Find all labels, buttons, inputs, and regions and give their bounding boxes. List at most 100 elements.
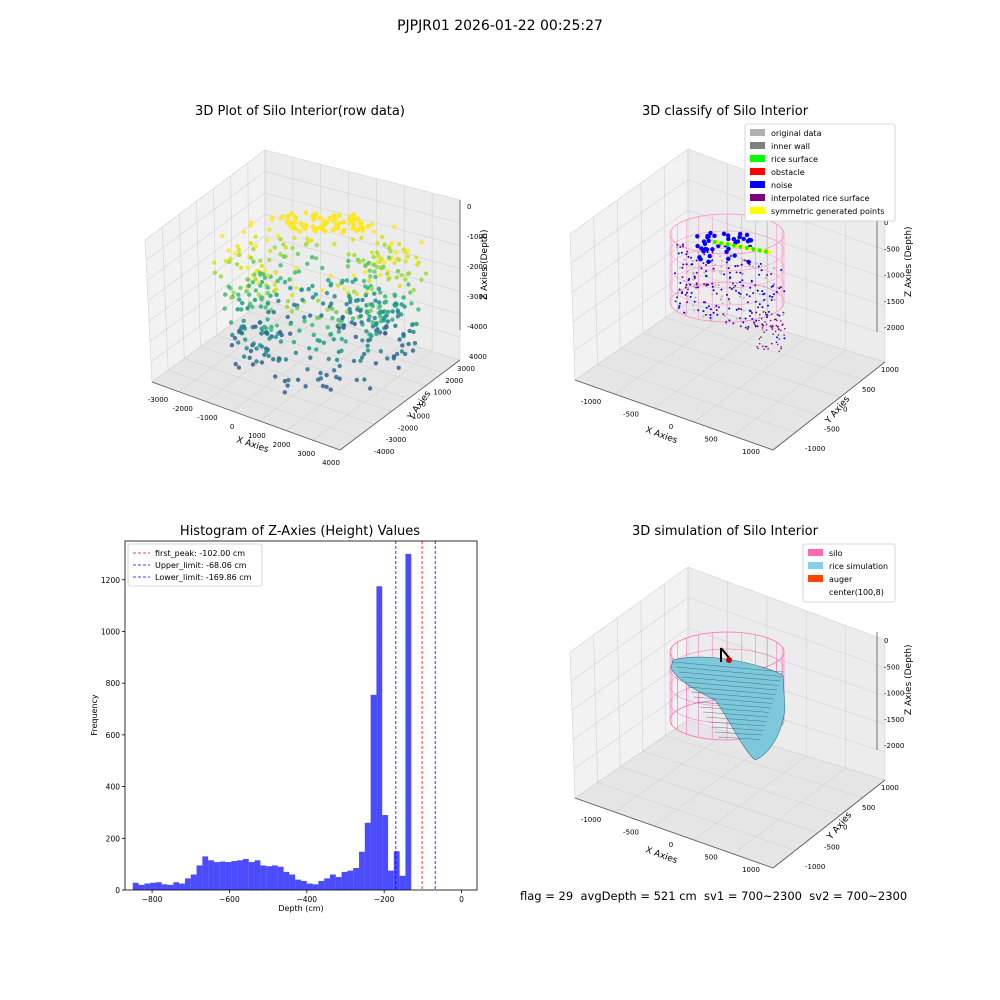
grid-line: [178, 214, 185, 359]
raw-point: [407, 328, 412, 334]
raw-point: [273, 287, 279, 292]
classify-point: [694, 296, 697, 299]
classify-point: [756, 325, 759, 328]
grid-line: [205, 316, 321, 402]
grid-line: [572, 240, 689, 322]
raw-point: [236, 244, 241, 250]
simulation-legend-swatch: [808, 588, 823, 595]
raw-point: [228, 320, 234, 325]
grid-line: [597, 782, 796, 851]
raw-point: [262, 352, 267, 357]
raw-point: [258, 320, 263, 325]
raw-x-tick: -3000: [148, 396, 168, 404]
raw-point: [364, 329, 369, 334]
classify-point: [776, 336, 778, 339]
raw-z-tick: -2000: [467, 263, 487, 271]
sim-x-tick: 1000: [742, 866, 760, 874]
rice-mesh-line: [693, 696, 773, 704]
histogram-bar: [370, 694, 377, 890]
raw-point: [262, 324, 267, 330]
classify-point: [678, 288, 681, 291]
classify-point: [684, 286, 687, 289]
raw-point: [265, 301, 271, 306]
raw-point: [409, 301, 414, 306]
grid-line: [184, 358, 375, 425]
classify-point: [691, 260, 694, 262]
simulation-footer-stats: flag = 29 avgDepth = 521 cm sv1 = 700~23…: [520, 889, 908, 903]
raw-point: [352, 253, 357, 258]
raw-point: [390, 317, 395, 322]
histogram-x-tick-label: −400: [296, 895, 317, 904]
raw-point: [342, 286, 347, 291]
rice-mesh-line: [690, 691, 775, 700]
histogram-y-tick-label: 800: [106, 679, 121, 688]
classify-noise-point: [721, 231, 727, 236]
classify-point: [686, 301, 689, 304]
classify-point: [676, 296, 679, 299]
raw-point: [410, 348, 416, 353]
raw-point: [361, 258, 366, 263]
sim-y-tick: 500: [862, 804, 875, 812]
raw-point: [310, 295, 316, 300]
raw-point: [361, 278, 367, 284]
raw-point: [405, 248, 410, 254]
raw-point: [288, 285, 293, 291]
classify-point: [754, 300, 757, 303]
y-axis-line: [772, 779, 886, 869]
raw-point: [274, 292, 279, 297]
classify-point: [720, 270, 723, 273]
simulation-legend-label: center(100,8): [829, 588, 884, 597]
raw-point: [403, 277, 408, 282]
classify-surface-point: [748, 246, 753, 251]
raw-point: [276, 298, 281, 304]
sim-x-tick: 0: [669, 841, 673, 849]
classify-point: [704, 301, 707, 304]
classify-interp-point: [766, 314, 769, 316]
classify-interp-point: [758, 319, 760, 322]
classify-point: [725, 321, 728, 323]
raw-point: [320, 222, 326, 228]
raw-point: [251, 259, 256, 264]
histogram-bar: [388, 870, 394, 890]
raw-point: [310, 224, 316, 230]
classify-point: [709, 308, 712, 311]
raw-point: [403, 259, 408, 264]
raw-point: [328, 387, 333, 392]
classify-point: [721, 259, 724, 262]
raw-point: [355, 216, 360, 222]
grid-line: [573, 689, 689, 770]
raw-point: [278, 237, 283, 242]
raw-point: [372, 291, 377, 296]
histogram-x-tick-label: −800: [142, 895, 163, 904]
raw-point: [303, 242, 309, 247]
classify-point: [741, 279, 744, 282]
classify-point: [684, 293, 687, 296]
classify-point: [739, 281, 741, 284]
raw-point: [273, 334, 279, 340]
histogram-bar: [150, 882, 156, 890]
back-right-pane: [265, 150, 460, 360]
raw-point: [324, 372, 329, 378]
classify-point: [687, 282, 690, 285]
classify-point: [770, 299, 773, 301]
classify-point: [675, 246, 678, 249]
raw-point: [317, 215, 323, 221]
raw-point: [320, 383, 326, 389]
raw-point: [319, 313, 324, 318]
raw-point: [235, 307, 240, 312]
classify-interp-point: [769, 319, 772, 322]
raw-z-tick: -3000: [467, 293, 487, 301]
classify-point: [750, 312, 753, 314]
raw-point: [282, 279, 288, 285]
raw-point: [247, 355, 252, 360]
classify-point: [712, 311, 715, 314]
classify-point: [686, 295, 689, 298]
classify-noise-point: [697, 255, 702, 260]
classify-noise-point: [726, 256, 731, 261]
histogram-bar: [254, 860, 261, 890]
raw-point: [296, 269, 302, 274]
classify-point: [681, 276, 684, 279]
raw-point: [367, 332, 372, 337]
classify-interp-point: [761, 327, 764, 329]
grid-line: [642, 332, 841, 398]
